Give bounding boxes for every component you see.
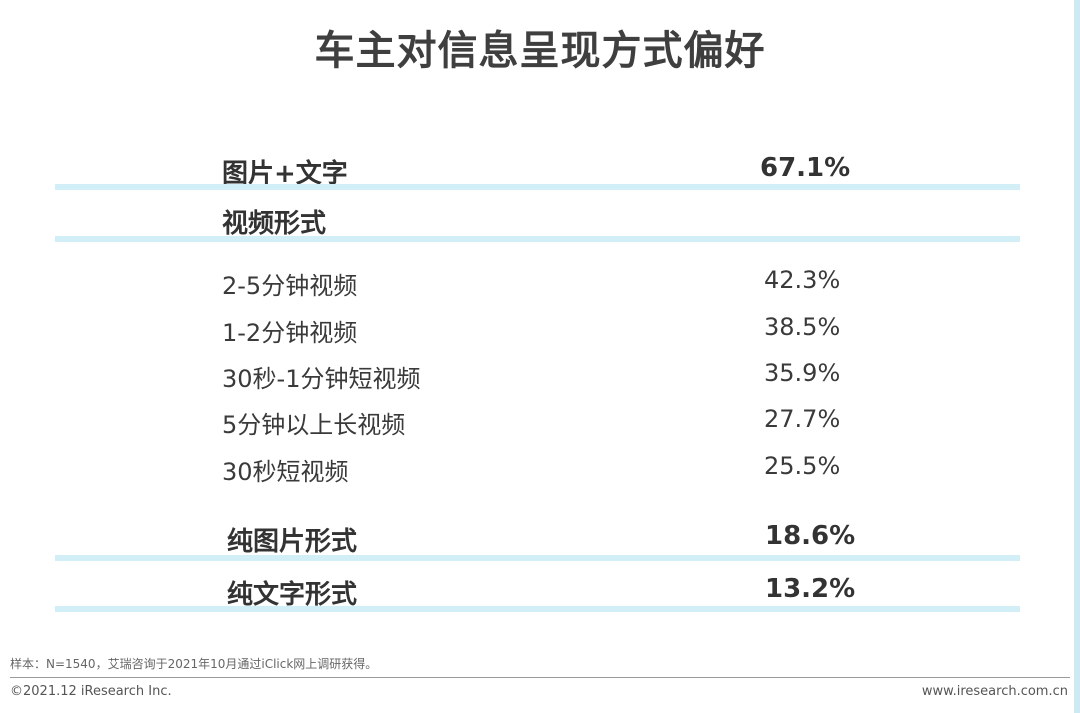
row-value: 25.5% [764, 452, 841, 480]
right-edge-decoration [1074, 0, 1080, 713]
copyright-text: ©2021.12 iResearch Inc. [10, 684, 172, 699]
chart-title: 车主对信息呈现方式偏好 [314, 28, 766, 74]
row-value: 38.5% [764, 313, 841, 341]
row-label: 2-5分钟视频 [222, 272, 358, 300]
row-value: 18.6% [765, 521, 856, 551]
row-label: 30秒短视频 [222, 458, 349, 486]
row-separator [55, 555, 1020, 561]
row-label: 纯图片形式 [227, 527, 358, 557]
website-link[interactable]: www.iresearch.com.cn [921, 684, 1068, 699]
row-label: 纯文字形式 [227, 580, 358, 610]
row-label: 30秒-1分钟短视频 [222, 365, 421, 393]
row-separator [55, 606, 1020, 612]
row-value: 42.3% [764, 266, 841, 294]
row-value: 13.2% [765, 574, 856, 604]
row-separator [55, 236, 1020, 242]
sample-note: 样本：N=1540，艾瑞咨询于2021年10月通过iClick网上调研获得。 [10, 657, 378, 671]
row-value: 67.1% [760, 153, 851, 183]
row-value: 35.9% [764, 359, 841, 387]
row-label: 视频形式 [222, 209, 327, 239]
footer-divider [10, 677, 1070, 678]
row-separator [55, 184, 1020, 190]
row-label: 1-2分钟视频 [222, 319, 358, 347]
row-value: 27.7% [764, 405, 841, 433]
row-label: 5分钟以上长视频 [222, 411, 406, 439]
